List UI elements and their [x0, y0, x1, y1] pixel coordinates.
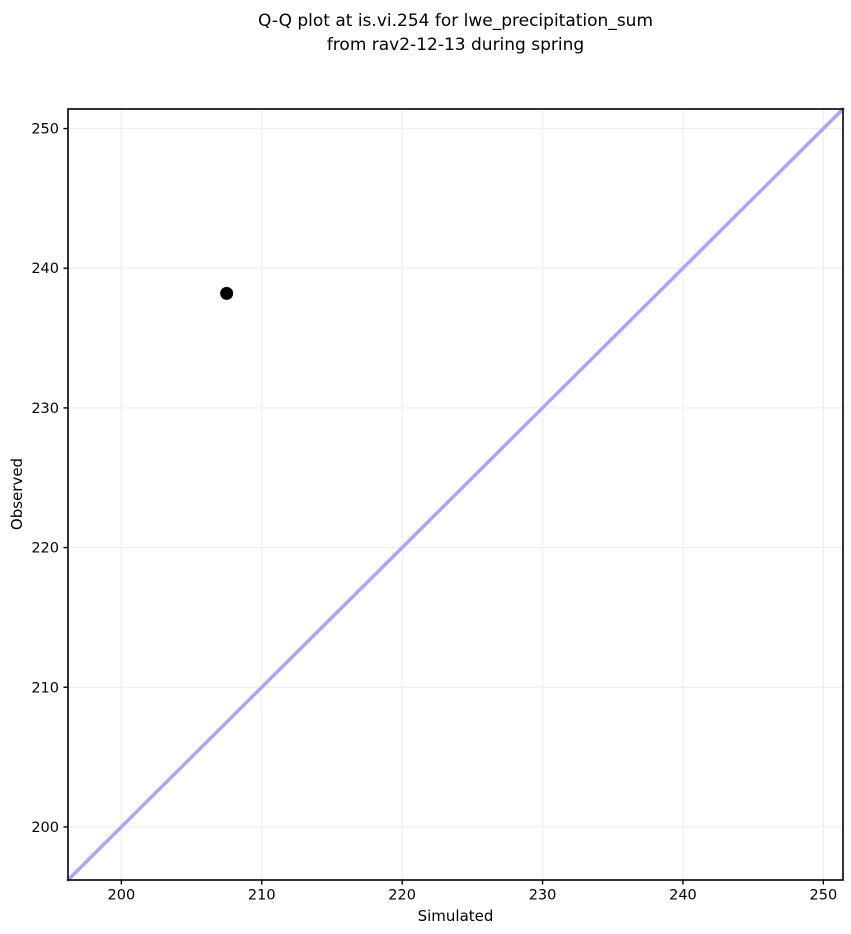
y-tick-label: 250 — [31, 122, 59, 138]
plot-border — [67, 108, 844, 881]
chart-title-line-2: from rav2-12-13 during spring — [326, 35, 585, 55]
y-tick-label: 210 — [31, 680, 59, 696]
x-tick-label: 210 — [248, 888, 276, 904]
x-tick-label: 200 — [108, 888, 136, 904]
x-tick-label: 220 — [388, 888, 416, 904]
chart-title-line-1: Q-Q plot at is.vi.254 for lwe_precipitat… — [257, 11, 654, 31]
y-tick-label: 230 — [31, 401, 59, 417]
x-tick-label: 250 — [810, 888, 838, 904]
x-tick-label: 230 — [529, 888, 557, 904]
chart-title: Q-Q plot at is.vi.254 for lwe_precipitat… — [68, 9, 843, 57]
identity-line — [66, 107, 845, 882]
x-tick-label: 240 — [669, 888, 697, 904]
y-tick-label: 220 — [31, 541, 59, 557]
x-axis-label: Simulated — [417, 907, 494, 925]
qq-point — [220, 286, 234, 300]
y-axis-label: Observed — [8, 457, 26, 531]
y-tick-label: 200 — [31, 820, 59, 836]
y-tick-label: 240 — [31, 261, 59, 277]
